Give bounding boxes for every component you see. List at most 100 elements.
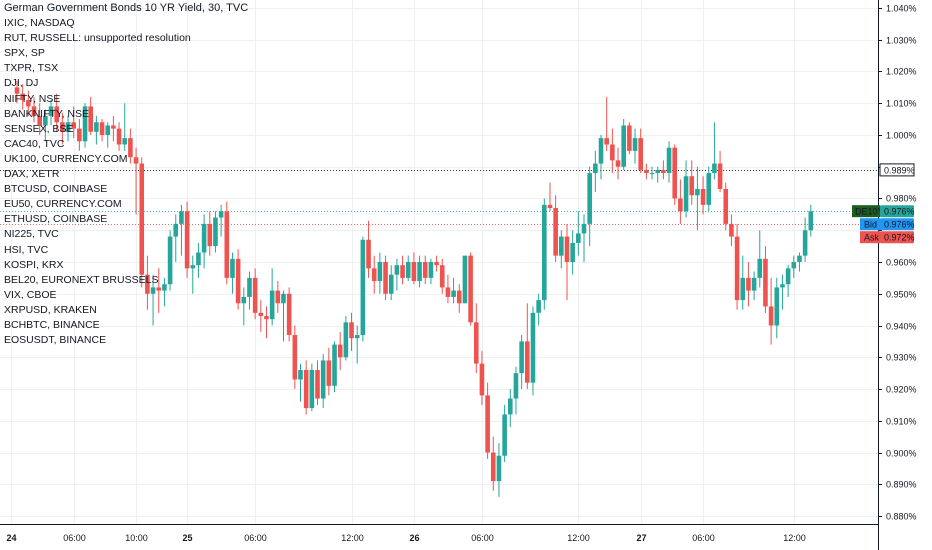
candle-up — [179, 211, 184, 224]
candle-up — [105, 125, 111, 135]
candle-up — [559, 236, 564, 256]
candle-up — [519, 341, 524, 374]
bid-tag — [860, 218, 880, 231]
candle-down — [31, 106, 37, 116]
candle-down — [235, 258, 241, 304]
candle-down — [610, 144, 615, 161]
candle-down — [700, 188, 706, 205]
legend-item[interactable]: CAC40, TVC — [4, 137, 65, 150]
candle-down — [286, 293, 292, 336]
candle-up — [230, 258, 235, 278]
candle-up — [791, 262, 797, 269]
candle-down — [717, 163, 723, 189]
time-axis[interactable]: 24 06:00 10:00 25 06:00 12:00 26 06:00 12:00 27 06… — [0, 524, 878, 544]
candle-up — [247, 277, 252, 297]
legend-item[interactable]: DAX, XETR — [4, 168, 60, 181]
candle-down — [434, 262, 439, 266]
legend-item[interactable]: BCHBTC, BINANCE — [4, 318, 100, 331]
candle-up — [780, 284, 785, 288]
candle-down — [60, 122, 65, 132]
candle-down — [88, 106, 94, 132]
legend-item[interactable]: SENSEX, BSE — [4, 122, 74, 135]
candle-down — [145, 274, 150, 294]
legend-item[interactable]: NI225, TVC — [4, 228, 59, 241]
candle-down — [275, 290, 281, 304]
candle-up — [462, 255, 468, 304]
candle-up — [213, 217, 218, 247]
candle-down — [689, 176, 695, 196]
x-tick-label: 12:00 — [341, 533, 364, 543]
candle-up — [695, 188, 700, 196]
candle-up — [201, 223, 207, 253]
legend-item[interactable]: ETHUSD, COINBASE — [4, 213, 108, 226]
candle-up — [196, 252, 201, 266]
candle-down — [224, 211, 230, 278]
candle-up — [785, 268, 791, 285]
y-tick-label: 0.930% — [886, 353, 917, 363]
candle-up — [48, 106, 54, 116]
legend-item[interactable]: SPX, SP — [4, 47, 45, 60]
candle-down — [258, 312, 264, 316]
candle-up — [65, 122, 71, 132]
y-tick-label: 1.020% — [886, 67, 917, 77]
candle-down — [525, 341, 530, 383]
ask-price-tag — [880, 231, 914, 244]
legend-item[interactable]: UK100, CURRENCY.COM — [4, 152, 128, 165]
legend-item[interactable]: KOSPI, KRX — [4, 258, 64, 271]
bid-price-tag-label: 0.976% — [884, 220, 915, 230]
legend-item[interactable]: HSI, TVC — [4, 243, 49, 256]
y-tick-label: 0.980% — [886, 194, 917, 204]
legend-item[interactable]: BEL20, EURONEXT BRUSSELS — [4, 273, 159, 286]
candle-down — [292, 335, 298, 380]
candle-up — [774, 287, 780, 326]
legend-item[interactable]: XRPUSD, KRAKEN — [4, 303, 97, 316]
candle-down — [133, 157, 139, 164]
candle-up — [712, 163, 717, 174]
last-price-tag — [879, 163, 915, 177]
grid — [0, 0, 878, 524]
candle-down — [207, 223, 213, 247]
candle-down — [400, 265, 405, 278]
candle-down — [371, 268, 377, 282]
candle-up — [269, 290, 275, 320]
legend-item[interactable]: NIFTY, NSE — [4, 92, 61, 105]
candle-down — [26, 100, 31, 107]
candle-down — [303, 369, 309, 409]
candle-up — [502, 414, 507, 456]
legend-item[interactable]: EOSUSDT, BINANCE — [4, 334, 107, 347]
legend-item[interactable]: DJI, DJ — [4, 77, 39, 90]
y-tick-label: 1.000% — [886, 131, 917, 141]
candle-up — [507, 398, 513, 415]
price-tags: 0.989% DE10Y 0.976% Bid 0.976% Ask 0.972% — [852, 163, 915, 244]
legend-item[interactable]: VIX, CBOE — [4, 288, 57, 301]
candle-up — [598, 138, 604, 164]
candle-up — [581, 223, 587, 234]
y-tick-label: 0.950% — [886, 290, 917, 300]
legend-item[interactable]: IXIC, NASDAQ — [4, 17, 75, 30]
legend-item[interactable]: TXPR, TSX — [4, 62, 59, 75]
candle-up — [587, 173, 592, 224]
candle-down — [678, 198, 683, 212]
legend-item[interactable]: BTCUSD, COINBASE — [4, 183, 108, 196]
candle-down — [734, 236, 740, 301]
candle-up — [593, 163, 598, 174]
y-tick-label: 0.940% — [886, 322, 917, 332]
candle-up — [632, 138, 638, 151]
candle-down — [252, 277, 258, 313]
candle-down — [644, 169, 649, 174]
candle-up — [162, 284, 167, 291]
legend-item[interactable]: RUT, RUSSELL: unsupported resolution — [4, 32, 191, 45]
candle-up — [218, 211, 224, 218]
chart-title[interactable]: German Government Bonds 10 YR Yield, 30,… — [4, 2, 249, 14]
price-axis[interactable]: 1.040% 1.030% 1.020% 1.010% 1.000% 0.980% 0.96… — [878, 0, 917, 550]
candle-up — [309, 369, 315, 409]
candle-down — [184, 211, 190, 269]
candle-up — [666, 147, 672, 174]
y-tick-label: 0.910% — [886, 417, 917, 427]
candle-up — [576, 233, 581, 243]
y-tick-label: 0.880% — [886, 512, 917, 522]
candle-down — [627, 125, 632, 151]
legend-item[interactable]: BANKNIFTY, NSE — [4, 107, 89, 120]
legend-item[interactable]: EU50, CURRENCY.COM — [4, 198, 122, 211]
